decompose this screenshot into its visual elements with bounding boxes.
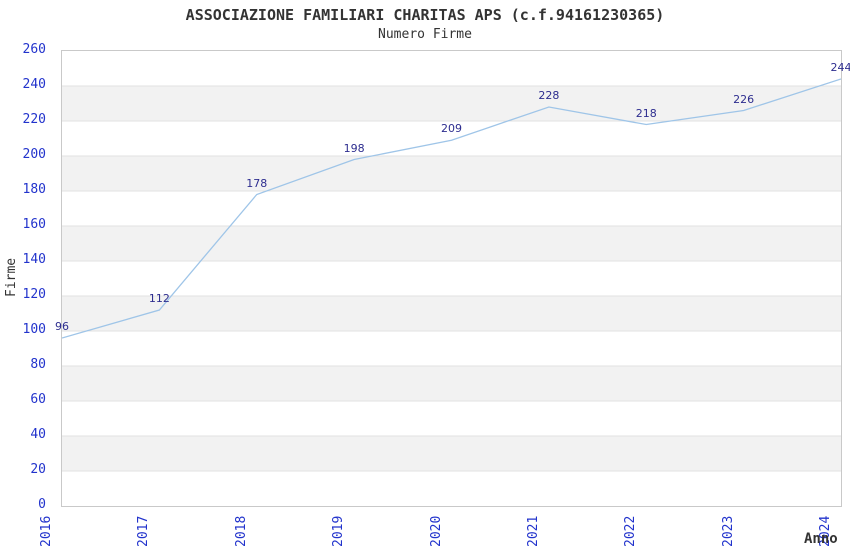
x-tick-label: 2017 [136, 515, 152, 547]
x-tick-label: 2023 [720, 515, 736, 547]
y-tick-label: 240 [22, 77, 46, 92]
band-stripe [62, 226, 841, 261]
y-tick-label: 160 [22, 217, 46, 232]
band-stripe [62, 86, 841, 121]
data-point-label: 209 [441, 122, 462, 136]
band-stripe [62, 156, 841, 191]
x-tick-label: 2020 [428, 515, 444, 547]
y-axis-title: Firme [4, 257, 19, 297]
y-tick-label: 260 [22, 42, 46, 57]
band-stripe [62, 296, 841, 331]
data-point-label: 96 [55, 320, 69, 333]
x-tick-label: 2016 [39, 515, 54, 547]
series-line [62, 78, 841, 339]
chart-title: ASSOCIAZIONE FAMILIARI CHARITAS APS (c.f… [185, 6, 665, 24]
x-tick-label: 2021 [525, 515, 541, 547]
data-point-label: 244 [830, 61, 850, 74]
y-tick-label: 200 [22, 147, 46, 162]
data-point-label: 178 [246, 176, 268, 190]
band-stripe [62, 366, 841, 401]
y-tick-label: 140 [22, 252, 46, 267]
x-axis-title: Anno [804, 531, 838, 547]
data-point-label: 198 [343, 141, 365, 155]
y-tick-label: 120 [22, 287, 46, 302]
data-point-label: 226 [733, 92, 755, 106]
band-stripe [62, 436, 841, 471]
x-tick-label: 2019 [331, 515, 347, 547]
y-tick-label: 100 [22, 322, 46, 337]
data-point-label: 228 [538, 89, 560, 102]
x-tick-label: 2022 [623, 515, 639, 547]
data-point-label: 218 [635, 106, 657, 120]
y-tick-label: 40 [30, 427, 46, 442]
y-tick-label: 60 [30, 392, 46, 407]
y-tick-label: 20 [30, 462, 46, 477]
plot-canvas [62, 78, 841, 472]
data-point-label: 112 [148, 292, 170, 305]
y-tick-label: 80 [30, 357, 46, 372]
y-tick-label: 220 [22, 112, 46, 127]
chart-subtitle: Numero Firme [378, 27, 472, 42]
y-tick-label: 0 [38, 497, 46, 512]
y-tick-label: 180 [22, 182, 46, 197]
plot-area: 96 112 178 198 209 228 218 226 244 [55, 50, 850, 507]
x-tick-label: 2018 [233, 515, 249, 547]
